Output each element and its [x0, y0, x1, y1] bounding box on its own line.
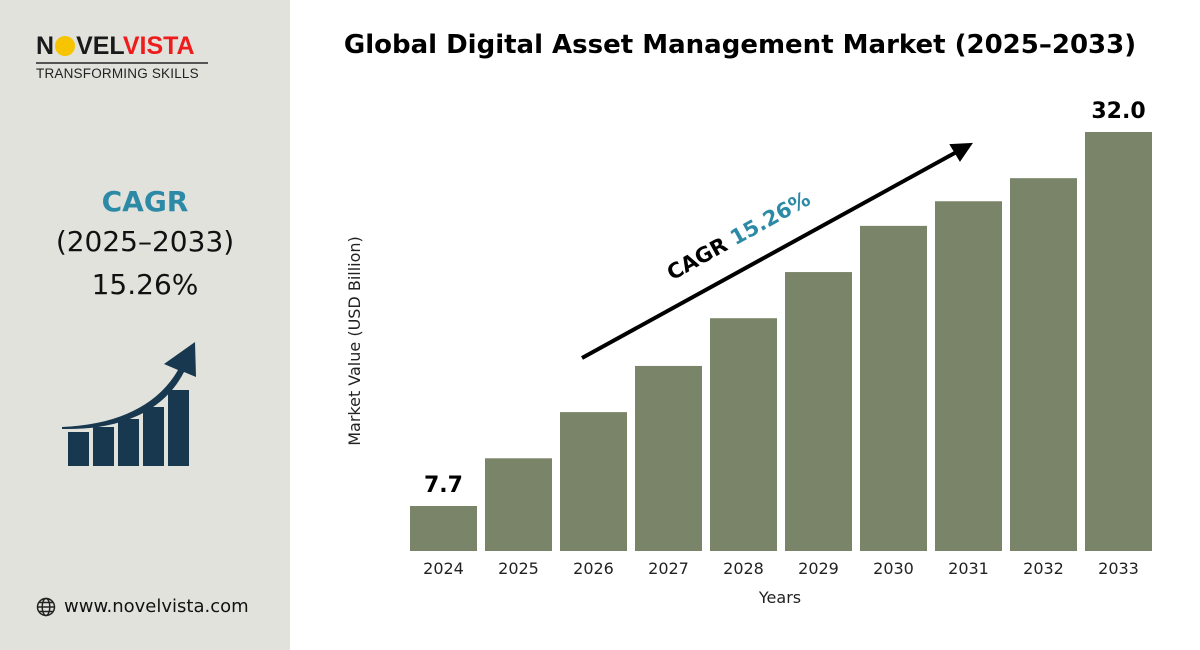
bar-2025 [485, 458, 552, 551]
logo-tagline: TRANSFORMING SKILLS [36, 66, 199, 81]
logo-text: N [36, 32, 55, 60]
x-tick-label: 2028 [723, 559, 764, 578]
data-label: 32.0 [1091, 99, 1145, 124]
x-tick-label: 2024 [423, 559, 464, 578]
bar-2028 [710, 318, 777, 551]
bar-2024 [410, 506, 477, 551]
trend-arrow [581, 142, 973, 360]
bar-2029 [785, 272, 852, 551]
x-axis-label: Years [758, 588, 801, 607]
globe-icon [36, 597, 56, 616]
x-tick-label: 2027 [648, 559, 689, 578]
bar-2031 [935, 201, 1002, 551]
sidebar: N VELVISTA TRANSFORMING SKILLS CAGR (2025… [0, 0, 290, 650]
bar-2033 [1085, 132, 1152, 551]
x-tick-label: 2030 [873, 559, 914, 578]
x-tick-label: 2032 [1023, 559, 1064, 578]
bar-2030 [860, 225, 927, 552]
cagr-value: 15.26% [91, 268, 199, 301]
novelvista-logo: N VELVISTA TRANSFORMING SKILLS [36, 33, 208, 81]
bar-2026 [560, 412, 627, 551]
medal-icon [55, 36, 76, 56]
y-axis-label: Market Value (USD Billion) [345, 236, 364, 446]
x-tick-label: 2033 [1098, 559, 1139, 578]
growth-chart-icon [62, 342, 196, 466]
x-tick-label: 2029 [798, 559, 839, 578]
website-text: www.novelvista.com [64, 596, 249, 617]
logo-text: VEL [76, 32, 123, 60]
website-link[interactable]: www.novelvista.com [36, 596, 249, 617]
cagr-annotation-value: 15.26% [726, 187, 814, 250]
logo-text: VISTA [122, 32, 195, 60]
cagr-period: (2025–2033) [55, 225, 235, 258]
chart-title: Global Digital Asset Management Market (… [343, 30, 1137, 60]
x-tick-label: 2031 [948, 559, 989, 578]
bar-2027 [635, 365, 702, 551]
data-label: 7.7 [424, 473, 463, 498]
x-tick-label: 2026 [573, 559, 614, 578]
bar-2032 [1010, 178, 1077, 551]
x-tick-label: 2025 [498, 559, 539, 578]
cagr-label: CAGR [101, 185, 189, 218]
